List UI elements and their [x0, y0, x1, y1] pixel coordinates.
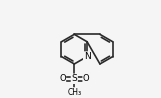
Text: O: O [83, 74, 90, 83]
Text: S: S [71, 74, 77, 83]
Text: N: N [84, 52, 90, 61]
Text: CH₃: CH₃ [67, 88, 81, 97]
Text: O: O [59, 74, 66, 83]
